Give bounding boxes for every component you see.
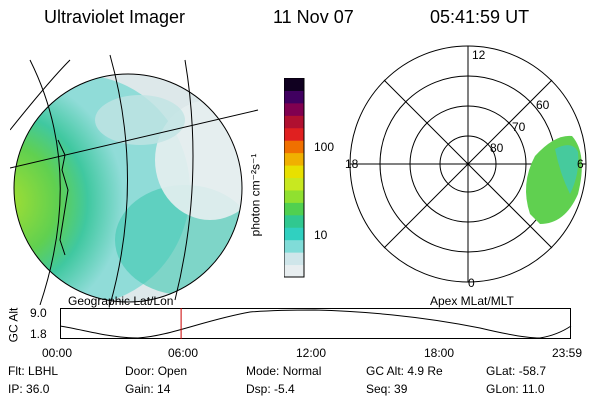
- timeline-xtick-1: 06:00: [168, 346, 199, 360]
- status-gcalt: GC Alt: 4.9 Re: [366, 364, 443, 378]
- mlt-12: 12: [472, 48, 486, 62]
- colorbar-stripe: [284, 78, 304, 91]
- timeline-ytick-9: 9.0: [30, 306, 47, 320]
- timeline-xtick-4: 23:59: [552, 346, 583, 360]
- mlt-6: 6: [577, 157, 584, 171]
- colorbar-stripe: [284, 115, 304, 129]
- colorbar-label: photon cm⁻²s⁻¹: [248, 153, 263, 237]
- colorbar-tick-100: 100: [314, 140, 335, 154]
- colorbar: [284, 78, 305, 278]
- status-seq: Seq: 39: [366, 382, 408, 396]
- colorbar-stripe: [284, 177, 304, 191]
- status-flt: Flt: LBHL: [8, 364, 59, 378]
- status-gain: Gain: 14: [125, 382, 171, 396]
- status-mode: Mode: Normal: [246, 364, 322, 378]
- status-ip: IP: 36.0: [8, 382, 50, 396]
- altitude-timeline: [60, 308, 572, 339]
- timeline-xtick-2: 12:00: [296, 346, 327, 360]
- colorbar-stripe: [284, 152, 304, 166]
- colorbar-stripe: [284, 140, 304, 154]
- timeline-xtick-0: 00:00: [42, 346, 73, 360]
- mlt-0: 0: [468, 276, 475, 290]
- aurora-field: [14, 74, 242, 302]
- geographic-image: [10, 54, 259, 305]
- coastline: [57, 139, 69, 256]
- status-dsp: Dsp: -5.4: [246, 382, 295, 396]
- mlat-70: 70: [512, 120, 526, 134]
- mlat-60: 60: [536, 98, 550, 112]
- colorbar-stripe: [284, 189, 304, 203]
- left-panel-caption: Geographic Lat/Lon: [68, 294, 174, 308]
- status-glon: GLon: 11.0: [486, 382, 545, 396]
- colorbar-stripe: [284, 102, 304, 116]
- mlat-80: 80: [490, 141, 504, 155]
- timeline-xtick-3: 18:00: [424, 346, 455, 360]
- status-glat: GLat: -58.7: [486, 364, 547, 378]
- colorbar-stripe: [284, 202, 304, 216]
- altitude-curve: [60, 309, 572, 339]
- instrument-title: Ultraviolet Imager: [44, 7, 186, 27]
- colorbar-stripe: [284, 264, 304, 278]
- time-label: 05:41:59 UT: [430, 7, 530, 27]
- timeline-ylabel: GC Alt: [6, 307, 21, 343]
- polar-grid: [349, 45, 587, 283]
- polar-plot: [349, 45, 587, 283]
- colorbar-stripe: [284, 127, 304, 141]
- colorbar-stripe: [284, 252, 304, 266]
- colorbar-stripe: [284, 165, 304, 178]
- grid-lines: [10, 54, 259, 305]
- colorbar-stripe: [284, 214, 304, 228]
- colorbar-stripe: [284, 239, 304, 253]
- colorbar-stripe: [284, 227, 304, 241]
- status-door: Door: Open: [125, 364, 188, 378]
- mlt-18: 18: [345, 157, 359, 171]
- right-panel-caption: Apex MLat/MLT: [430, 294, 514, 308]
- colorbar-stripe: [284, 90, 304, 104]
- globe-limb: [13, 73, 243, 303]
- timeline-ytick-1: 1.8: [30, 327, 47, 341]
- colorbar-tick-10: 10: [314, 228, 328, 242]
- date-label: 11 Nov 07: [273, 7, 354, 27]
